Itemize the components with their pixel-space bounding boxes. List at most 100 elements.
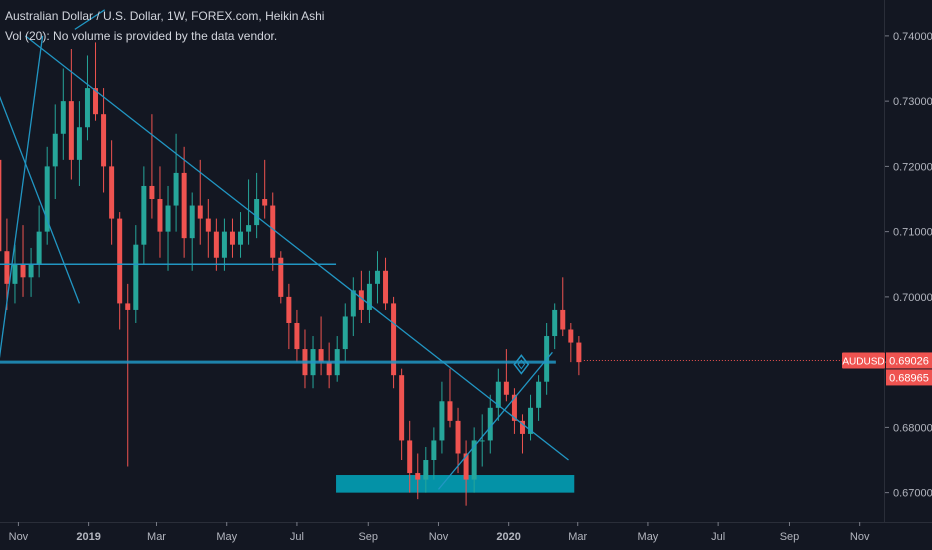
candle <box>213 218 219 271</box>
trend-line[interactable] <box>74 9 106 30</box>
candle-body <box>213 231 219 258</box>
candle-body <box>399 375 405 441</box>
candle-body <box>149 185 155 200</box>
candle-body <box>479 440 485 442</box>
candle <box>238 212 244 258</box>
candle-body <box>391 303 397 376</box>
candle-body <box>366 283 372 310</box>
candle <box>479 414 485 467</box>
price-tick-label: 0.74000 <box>893 31 932 43</box>
candle <box>350 277 356 337</box>
time-tick-label: Jul <box>290 531 304 543</box>
candle-body <box>447 401 453 421</box>
current-price-badge <box>886 352 932 369</box>
volume-indicator-note: Vol (20): No volume is provided by the d… <box>5 29 278 43</box>
candle-body <box>238 231 244 245</box>
candle-body <box>125 303 131 310</box>
candle-body <box>165 205 171 232</box>
candle-body <box>173 172 179 206</box>
candle <box>391 296 397 389</box>
candle <box>205 199 211 258</box>
candle-body <box>60 101 66 134</box>
candle <box>407 420 413 493</box>
candle-body <box>358 290 364 310</box>
candle-body <box>12 264 18 284</box>
candle-body <box>101 114 107 167</box>
time-tick-label: May <box>216 531 237 543</box>
candle <box>399 368 405 461</box>
candle <box>286 283 292 350</box>
time-tick-label: Jul <box>711 531 725 543</box>
trend-line[interactable] <box>0 35 44 362</box>
candle <box>278 251 284 304</box>
candle <box>552 303 558 350</box>
candle <box>157 166 163 258</box>
candle-body <box>246 225 252 232</box>
candle-body <box>455 420 461 454</box>
candle <box>125 283 131 467</box>
candle <box>415 453 421 500</box>
candle-body <box>189 205 195 239</box>
time-tick-label: May <box>638 531 659 543</box>
candle <box>471 427 477 493</box>
candle <box>374 251 380 304</box>
diamond-marker-icon[interactable] <box>513 354 530 375</box>
candle-body <box>117 218 123 304</box>
candle <box>528 394 534 441</box>
support-zone[interactable] <box>336 475 575 493</box>
trend-line[interactable] <box>0 95 81 304</box>
price-axis[interactable]: 0.74000 0.73000 0.72000 0.71000 0.70000 0.690… <box>885 31 932 500</box>
candle-body <box>157 199 163 232</box>
candle-body <box>197 205 203 219</box>
candle-body <box>109 166 115 219</box>
candle-body <box>52 133 58 167</box>
candle <box>294 309 300 363</box>
price-tick-label: 0.73000 <box>893 96 932 108</box>
trend-line[interactable] <box>24 35 569 461</box>
candle-body <box>44 166 50 232</box>
candle <box>560 277 566 337</box>
candle-body <box>4 251 10 284</box>
current-price-value: 0.69026 <box>889 355 929 367</box>
candle <box>318 316 324 376</box>
time-axis[interactable]: Nov 2019 Mar May Jul Sep Nov 2020 Mar May Jul Sep No… <box>9 522 870 543</box>
time-tick-label: Nov <box>850 531 870 543</box>
candle <box>495 368 501 421</box>
candle <box>12 244 18 304</box>
price-tick-label: 0.71000 <box>893 227 932 239</box>
candle-body <box>286 296 292 323</box>
candle-body <box>576 342 582 363</box>
candle-body <box>383 270 389 304</box>
candle <box>423 446 429 493</box>
candle-body <box>20 264 26 278</box>
candle <box>173 133 179 232</box>
candle <box>20 225 26 297</box>
time-tick-label: Mar <box>568 531 587 543</box>
candles <box>0 42 582 506</box>
candle <box>503 349 509 402</box>
candle-body <box>262 199 268 206</box>
candle <box>52 104 58 200</box>
chart-title: Australian Dollar / U.S. Dollar, 1W, FOR… <box>5 9 325 23</box>
candle-body <box>294 322 300 350</box>
time-tick-label: Nov <box>429 531 449 543</box>
candle <box>221 218 227 271</box>
candle <box>28 247 34 297</box>
candle-body <box>141 185 147 245</box>
candle-body <box>568 329 574 343</box>
time-tick-label: Mar <box>147 531 166 543</box>
trend-line[interactable] <box>437 351 553 490</box>
secondary-price-badge <box>886 369 932 386</box>
annotation-lines <box>0 9 885 490</box>
candle <box>536 375 542 421</box>
candle <box>342 303 348 363</box>
candle <box>519 414 525 454</box>
diamond-marker-inner-icon <box>517 359 526 370</box>
candle-body <box>93 88 99 115</box>
candle <box>439 381 445 454</box>
candle <box>109 140 115 245</box>
candle-body <box>431 440 437 461</box>
candle-body <box>463 453 469 480</box>
annotation-zones <box>336 475 575 493</box>
